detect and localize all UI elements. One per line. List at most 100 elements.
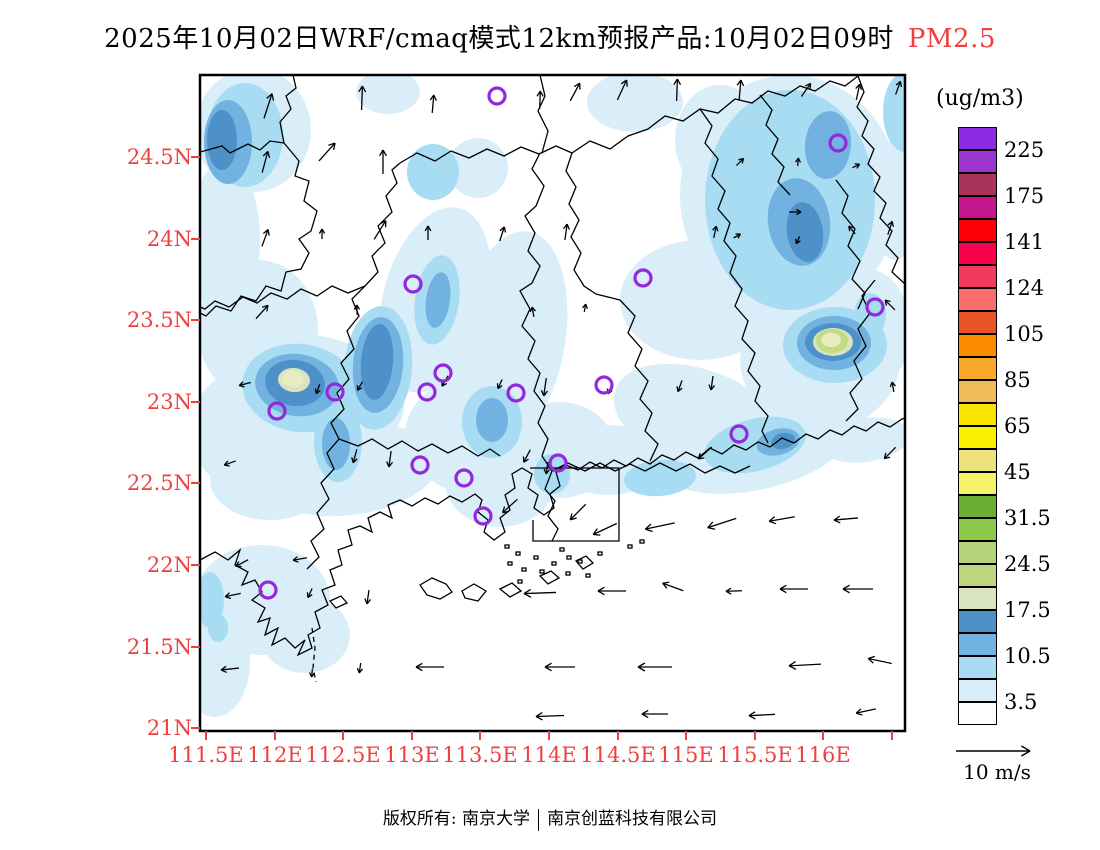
- wind-arrow-head: [364, 598, 368, 605]
- wind-arrow-head: [502, 510, 509, 514]
- wind-arrow-shaft: [261, 151, 269, 173]
- boundary-line: [571, 75, 859, 154]
- wind-arrow-shaft: [539, 90, 541, 110]
- colorbar-swatch: [958, 679, 997, 702]
- wind-arrow-shaft: [261, 229, 269, 247]
- wind-arrow-shaft: [852, 163, 860, 169]
- contour-blob: [356, 75, 420, 114]
- islet-speck: [585, 573, 591, 578]
- wind-arrow-shaft: [677, 380, 683, 392]
- station-circle: [433, 363, 453, 383]
- wind-arrow-head: [662, 581, 670, 584]
- wind-arrow-shaft: [736, 158, 744, 166]
- wind-arrow-head: [856, 712, 863, 716]
- wind-arrow-head: [797, 157, 802, 163]
- colorbar-swatch: [958, 242, 997, 265]
- lon-label: 112.5E: [305, 743, 381, 767]
- station-circle: [325, 382, 345, 402]
- wind-arrow-head: [641, 709, 649, 715]
- wind-arrow-head: [501, 506, 506, 513]
- islet-speck: [539, 569, 545, 574]
- lon-label: 116E: [795, 743, 851, 767]
- wind-arrow-head: [566, 223, 570, 230]
- wind-arrow-shaft: [315, 384, 321, 394]
- wind-arrow-shaft: [523, 591, 557, 595]
- islet-speck: [551, 561, 557, 566]
- islet-speck: [521, 567, 527, 572]
- boundary-line: [200, 285, 366, 310]
- colorbar-value: 175: [1004, 184, 1045, 208]
- wind-arrow-head: [715, 225, 719, 232]
- contour-blob: [624, 459, 696, 497]
- wind-arrow-shaft: [220, 667, 240, 671]
- wind-arrow-shaft: [616, 79, 628, 101]
- wind-arrow-head: [314, 388, 317, 394]
- station-circle: [473, 506, 493, 526]
- wind-arrow-shaft: [531, 306, 535, 318]
- wind-arrow-head: [848, 225, 854, 229]
- wind-arrow-head: [884, 299, 891, 303]
- wind-arrow-shaft: [725, 590, 743, 592]
- wind-arrow-head: [592, 528, 598, 535]
- boundary-line: [759, 94, 791, 196]
- wind-arrow-head: [382, 149, 388, 157]
- wind-arrow-shaft: [358, 662, 362, 674]
- contour-blob: [207, 110, 237, 170]
- wind-arrow-head: [544, 662, 552, 668]
- wind-arrow-shaft: [887, 221, 893, 235]
- contour-blob: [448, 138, 508, 198]
- lon-label: 113.5E: [442, 743, 518, 767]
- wind-arrow-head: [788, 661, 796, 667]
- wind-arrow-head: [626, 79, 628, 87]
- islet-speck: [577, 559, 583, 564]
- wind-arrow-shaft: [569, 82, 581, 102]
- wind-arrow-head: [351, 457, 354, 463]
- colorbar-value: 24.5: [1004, 552, 1051, 576]
- colorbar-swatch: [958, 196, 997, 219]
- wind-arrow-shaft: [239, 381, 251, 387]
- colorbar-swatch: [958, 357, 997, 380]
- wind-scale-label: 10 m/s: [963, 760, 1031, 784]
- wind-arrow-head: [855, 708, 862, 714]
- station-circle: [594, 375, 614, 395]
- colorbar-value: 17.5: [1004, 598, 1051, 622]
- boundary-line: [551, 462, 751, 474]
- wind-arrow-head: [266, 305, 269, 312]
- wind-arrow-head: [224, 596, 232, 600]
- wind-arrow-head: [644, 523, 652, 530]
- wind-arrow-head: [429, 94, 435, 101]
- colorbar-value: 45: [1004, 460, 1031, 484]
- wind-arrow-shaft: [235, 559, 249, 567]
- wind-arrow-head: [424, 225, 429, 232]
- boundary-line: [565, 152, 621, 301]
- colorbar-swatch: [958, 334, 997, 357]
- wind-arrow-head: [352, 458, 358, 464]
- wind-arrow-head: [710, 385, 716, 391]
- chart-title-main: 2025年10月02日WRF/cmaq模式12km预报产品:10月02日09时: [104, 24, 894, 54]
- wind-arrow-head: [356, 304, 361, 310]
- wind-arrow-head: [868, 655, 876, 660]
- station-circle: [865, 297, 885, 317]
- contour-blob: [425, 272, 451, 328]
- wind-arrow-head: [884, 456, 891, 460]
- contour-blob: [534, 454, 570, 494]
- wind-arrow-head: [736, 79, 742, 86]
- wind-arrow-head: [543, 468, 547, 475]
- wind-arrow-head: [573, 82, 581, 88]
- wind-arrow-shaft: [502, 498, 518, 514]
- wind-arrow-shaft: [356, 381, 364, 391]
- colorbar-value: 31.5: [1004, 506, 1051, 530]
- wind-arrow-head: [545, 469, 551, 475]
- wind-arrow-head: [712, 225, 717, 231]
- colorbar-swatch: [958, 518, 997, 541]
- wind-arrow-shaft: [884, 299, 896, 311]
- wind-arrow-shaft: [800, 83, 812, 97]
- wind-arrow-head: [593, 533, 601, 536]
- chart-title-pollutant: PM2.5: [907, 24, 996, 54]
- contour-blob: [883, 75, 905, 152]
- contour-blob: [821, 333, 841, 347]
- copyright-footer: 版权所有: 南京大学 南京创蓝科技有限公司: [0, 804, 1100, 831]
- wind-arrow-head: [697, 452, 701, 460]
